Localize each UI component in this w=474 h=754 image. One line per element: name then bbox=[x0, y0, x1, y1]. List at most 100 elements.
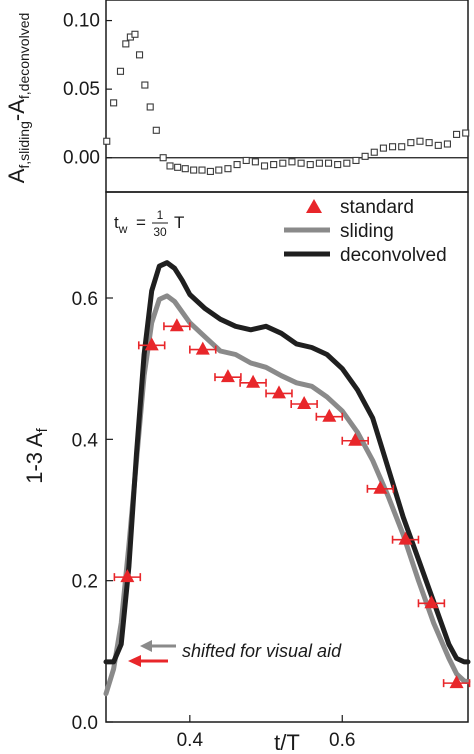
standard-marker bbox=[246, 374, 261, 388]
difference-point bbox=[131, 30, 139, 38]
legend-sliding-label: sliding bbox=[340, 221, 394, 242]
standard-marker bbox=[322, 408, 337, 422]
difference-point bbox=[116, 67, 125, 75]
series-line-sliding bbox=[103, 293, 471, 697]
legend-standard-label: standard bbox=[340, 197, 414, 218]
bottom-y-axis-title: 1-3 Af bbox=[22, 427, 51, 483]
bottom-panel: 0.0 0.2 0.4 0.6 0.4 0.6 tw = 1 30 T standard… bbox=[22, 191, 471, 754]
gray-shift-arrow-head bbox=[140, 640, 152, 652]
standard-point bbox=[137, 337, 166, 351]
legend-standard-marker bbox=[306, 199, 322, 213]
x-axis-title: t/T bbox=[274, 730, 300, 754]
bottom-y-tick-label: 0.2 bbox=[72, 572, 98, 593]
difference-point bbox=[206, 167, 214, 175]
difference-point bbox=[324, 159, 333, 167]
difference-point bbox=[398, 143, 406, 151]
tw-suffix: T bbox=[174, 213, 184, 232]
legend: standard sliding deconvolved bbox=[284, 197, 447, 266]
difference-point bbox=[146, 103, 154, 111]
difference-point bbox=[297, 159, 305, 167]
x-tick-label: 0.4 bbox=[177, 730, 204, 751]
bottom-y-tick-label: 0.0 bbox=[72, 713, 98, 734]
standard-point bbox=[239, 374, 267, 388]
difference-point bbox=[215, 166, 223, 174]
difference-point bbox=[425, 139, 433, 147]
difference-point bbox=[110, 99, 118, 107]
standard-point bbox=[113, 569, 142, 583]
tw-numerator: 1 bbox=[157, 208, 164, 222]
bottom-y-tick-label: 0.6 bbox=[72, 289, 98, 310]
standard-marker bbox=[373, 480, 388, 494]
bottom-plot-frame bbox=[105, 191, 469, 723]
difference-point bbox=[270, 161, 278, 169]
difference-point bbox=[233, 161, 241, 169]
standard-marker bbox=[169, 318, 184, 332]
difference-point bbox=[334, 161, 342, 169]
standard-marker bbox=[348, 432, 363, 446]
difference-point bbox=[361, 152, 369, 160]
difference-point bbox=[260, 162, 269, 170]
standard-point bbox=[391, 531, 420, 545]
top-y-tick-label: 0.05 bbox=[63, 79, 100, 100]
difference-point bbox=[462, 129, 470, 137]
difference-point bbox=[198, 166, 206, 174]
standard-marker bbox=[220, 369, 235, 383]
difference-point bbox=[181, 165, 189, 173]
difference-point bbox=[190, 166, 198, 174]
top-y-tick-label: 0.10 bbox=[63, 11, 100, 32]
difference-point bbox=[224, 165, 232, 173]
standard-point bbox=[214, 369, 242, 383]
difference-point bbox=[352, 156, 360, 165]
difference-point bbox=[379, 144, 387, 152]
difference-point bbox=[103, 137, 111, 145]
difference-point bbox=[343, 159, 351, 167]
window-width-label: tw = 1 30 T bbox=[114, 208, 184, 239]
tw-equals: = bbox=[136, 213, 146, 232]
difference-point bbox=[288, 158, 296, 166]
top-panel: 0.00 0.05 0.10 Af,sliding-Af,deconvolved bbox=[4, 0, 470, 193]
standard-marker bbox=[120, 569, 135, 583]
standard-marker bbox=[195, 341, 210, 355]
standard-marker bbox=[398, 531, 413, 545]
difference-point bbox=[306, 161, 314, 169]
red-shift-arrow-head bbox=[128, 655, 141, 667]
bottom-series-lines bbox=[103, 260, 471, 697]
difference-point bbox=[389, 143, 397, 151]
shift-annotation: shifted for visual aid bbox=[128, 640, 342, 667]
top-y-tick-label: 0.00 bbox=[63, 148, 100, 169]
difference-point bbox=[166, 162, 174, 170]
difference-point bbox=[453, 130, 461, 138]
tw-denominator: 30 bbox=[153, 225, 167, 239]
difference-point bbox=[174, 163, 182, 171]
legend-deconvolved-label: deconvolved bbox=[340, 245, 447, 266]
standard-marker bbox=[424, 595, 439, 609]
difference-point bbox=[443, 140, 451, 148]
top-plot-frame bbox=[105, 0, 469, 193]
tw-prefix: tw bbox=[114, 213, 128, 236]
standard-point bbox=[341, 432, 369, 446]
standard-marker bbox=[449, 675, 464, 689]
difference-point bbox=[279, 159, 287, 167]
x-tick-label: 0.6 bbox=[329, 730, 355, 751]
difference-point bbox=[370, 148, 378, 156]
standard-point bbox=[163, 318, 191, 332]
shift-annotation-text: shifted for visual aid bbox=[182, 641, 342, 661]
top-y-ticks: 0.00 0.05 0.10 bbox=[63, 11, 112, 169]
bottom-x-ticks: 0.4 0.6 bbox=[177, 715, 355, 751]
standard-point bbox=[315, 408, 344, 422]
standard-point bbox=[290, 396, 318, 409]
difference-point bbox=[251, 158, 259, 166]
difference-point bbox=[159, 154, 167, 162]
difference-point bbox=[407, 139, 415, 147]
standard-point bbox=[417, 595, 446, 609]
bottom-y-tick-label: 0.4 bbox=[72, 430, 99, 451]
bottom-y-ticks: 0.0 0.2 0.4 0.6 bbox=[72, 289, 113, 734]
standard-marker bbox=[271, 385, 286, 399]
difference-point bbox=[416, 137, 424, 145]
difference-point bbox=[242, 156, 250, 165]
top-y-axis-title: Af,sliding-Af,deconvolved bbox=[4, 13, 32, 184]
difference-point bbox=[135, 51, 144, 59]
standard-marker bbox=[144, 337, 159, 351]
difference-point bbox=[141, 81, 149, 89]
